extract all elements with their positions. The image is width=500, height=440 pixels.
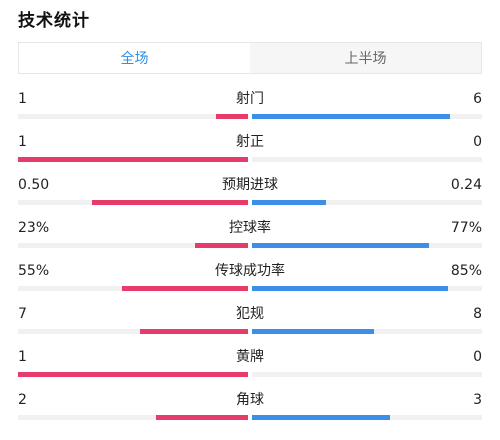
stat-row-yellow-cards: 1 黄牌 0 [0, 344, 500, 387]
home-value: 55% [18, 263, 50, 279]
tab-first-half[interactable]: 上半场 [344, 51, 387, 67]
home-bar [91, 200, 248, 205]
stat-label: 射正 [236, 134, 264, 150]
stat-row-corners: 2 角球 3 [0, 387, 500, 430]
away-value: 0 [473, 134, 482, 150]
home-value: 23% [18, 220, 50, 236]
stat-label: 预期进球 [222, 177, 278, 193]
page-title: 技术统计 [18, 11, 90, 31]
stat-label: 传球成功率 [215, 263, 285, 279]
home-value: 1 [18, 91, 27, 107]
stat-row-fouls: 7 犯规 8 [0, 301, 500, 344]
home-value: 7 [18, 306, 27, 322]
home-bar [215, 114, 248, 119]
period-tabs: 全场 上半场 [18, 42, 482, 74]
home-bar [156, 415, 248, 420]
away-value: 0 [473, 349, 482, 365]
stat-row-shots: 1 射门 6 [0, 86, 500, 129]
away-bar [252, 415, 390, 420]
stat-label: 犯规 [236, 306, 264, 322]
away-bar [252, 243, 430, 248]
away-value: 8 [473, 306, 482, 322]
stat-row-possession: 23% 控球率 77% [0, 215, 500, 258]
away-value: 6 [473, 91, 482, 107]
home-bar [18, 157, 248, 162]
away-value: 3 [473, 392, 482, 408]
home-bar [139, 329, 248, 334]
stats-list: 1 射门 6 1 射正 0 0.50 预期进球 0.24 23% 控球率 77%… [0, 86, 500, 430]
away-value: 0.24 [450, 177, 482, 193]
home-bar [121, 286, 248, 291]
away-bar [252, 286, 448, 291]
home-value: 1 [18, 349, 27, 365]
away-bar [252, 329, 374, 334]
home-value: 2 [18, 392, 27, 408]
tab-full-match[interactable]: 全场 [19, 43, 250, 73]
stat-row-shots-on-target: 1 射正 0 [0, 129, 500, 172]
away-value: 77% [450, 220, 482, 236]
home-bar [195, 243, 248, 248]
away-value: 85% [450, 263, 482, 279]
away-bar [252, 200, 326, 205]
away-bar [252, 114, 450, 119]
stat-row-xg: 0.50 预期进球 0.24 [0, 172, 500, 215]
stat-label: 角球 [236, 392, 264, 408]
home-bar [18, 372, 248, 377]
stat-row-pass-accuracy: 55% 传球成功率 85% [0, 258, 500, 301]
stat-label: 黄牌 [236, 349, 264, 365]
stat-label: 射门 [236, 91, 264, 107]
stat-label: 控球率 [229, 220, 271, 236]
home-value: 0.50 [18, 177, 50, 193]
home-value: 1 [18, 134, 27, 150]
